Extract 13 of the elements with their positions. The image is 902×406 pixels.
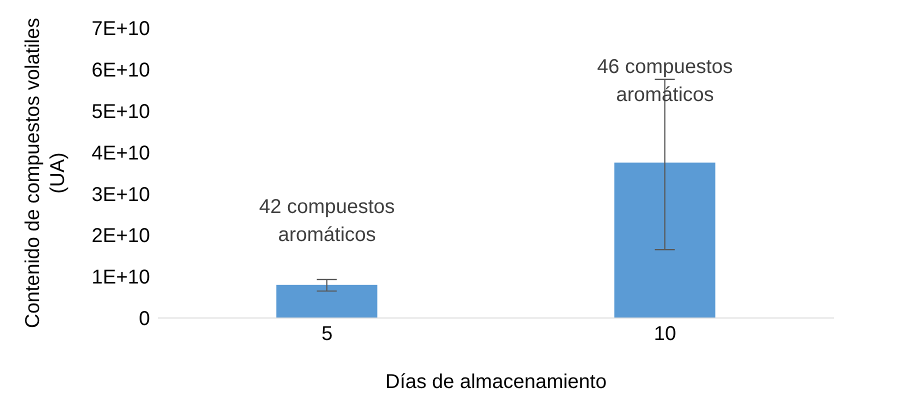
y-tick-label: 0	[138, 308, 150, 330]
y-tick-label: 5E+10	[92, 100, 150, 123]
annotation: 42 compuestos aromáticos	[258, 195, 396, 248]
x-axis-title: Días de almacenamiento	[385, 371, 607, 393]
y-tick-label: 2E+10	[92, 225, 150, 248]
y-axis-title: Contenido de compuestos volatiles (UA)	[21, 16, 70, 330]
y-tick-label: 3E+10	[92, 184, 150, 206]
y-tick-label: 7E+10	[92, 18, 150, 40]
x-tick-label: 10	[654, 323, 676, 346]
x-tick-label: 5	[321, 323, 333, 346]
y-tick-label: 6E+10	[92, 60, 150, 82]
y-tick-label: 1E+10	[92, 266, 150, 289]
y-tick-label: 4E+10	[92, 142, 150, 164]
